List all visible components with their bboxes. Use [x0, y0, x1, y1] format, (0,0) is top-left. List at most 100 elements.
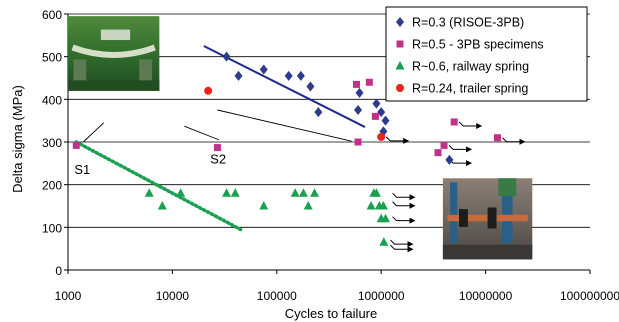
- r-0-6-railway-spring-point-10: [366, 201, 376, 210]
- legend-marker-r-0-5-3pb-specimens: [396, 40, 404, 48]
- runout-arrow: [458, 121, 477, 127]
- r-0-5-3pb-specimens-point-1: [213, 144, 221, 152]
- machine-frame-left: [450, 182, 458, 244]
- runout-arrow: [448, 145, 467, 150]
- r-0-6-railway-spring-point-1: [157, 201, 167, 210]
- y-tick-label: 0: [55, 264, 62, 278]
- runout-arrowhead: [519, 138, 526, 145]
- y-tick-label: 400: [42, 93, 62, 107]
- annotations: S1 S2: [74, 151, 226, 177]
- r-0-6-railway-spring-point-3: [222, 188, 232, 197]
- runout-arrowhead: [407, 246, 414, 253]
- r-0-5-3pb-specimens-point-6: [434, 149, 442, 157]
- r-0-6-railway-spring-point-5: [259, 201, 269, 210]
- runout-arrowhead: [409, 202, 416, 209]
- r-0-3-risoe-3pb-point-5: [306, 81, 315, 92]
- actuator: [498, 178, 517, 197]
- y-axis-title: Delta sigma (MPa): [10, 85, 25, 193]
- r-0-6-railway-spring-point-7: [298, 188, 308, 197]
- trend-lines: [74, 45, 366, 232]
- three-point-bending-photo: [68, 16, 160, 91]
- x-tick-label: 1000: [55, 289, 82, 303]
- floor: [442, 244, 533, 260]
- r-0-3-risoe-3pb-point-2: [259, 64, 268, 75]
- legend-box: [385, 6, 588, 102]
- trend-line-solid: [203, 45, 366, 128]
- legend: R=0.3 (RISOE-3PB) R=0.5 - 3PB specimens R~…: [385, 6, 588, 102]
- leader-line: [217, 109, 352, 142]
- runout-arrowhead: [409, 194, 416, 201]
- annotation-s1: S1: [74, 162, 90, 177]
- r-0-3-risoe-3pb-point-11: [381, 115, 390, 126]
- support-right: [139, 59, 153, 86]
- r-0-5-3pb-specimens-point-4: [371, 112, 379, 120]
- legend-label: R=0.3 (RISOE-3PB): [412, 16, 524, 30]
- r-0-3-risoe-3pb-point-7: [355, 87, 364, 98]
- y-tick-label: 600: [42, 8, 62, 22]
- legend-marker-r-0-3-risoe-3pb: [396, 17, 404, 27]
- clamp-left: [458, 209, 468, 227]
- runout-arrow: [392, 201, 410, 207]
- x-tick-label: 1000000: [358, 289, 405, 303]
- r-0-5-3pb-specimens-point-3: [365, 78, 373, 86]
- r-0-24-trailer-spring-point-1: [377, 132, 386, 141]
- r-0-6-railway-spring-point-6: [290, 188, 300, 197]
- r-0-6-railway-spring-point-9: [310, 188, 320, 197]
- runout-arrowhead: [407, 241, 414, 248]
- r-0-3-risoe-3pb-point-1: [234, 70, 243, 81]
- r-0-5-3pb-specimens-point-7: [440, 141, 448, 149]
- runout-arrowhead: [409, 217, 416, 224]
- r-0-3-risoe-3pb-point-10: [377, 107, 386, 118]
- photos: [68, 16, 533, 260]
- legend-label: R=0.5 - 3PB specimens: [412, 38, 544, 52]
- y-tick-label: 500: [42, 51, 62, 65]
- leader-line: [82, 122, 105, 143]
- r-0-5-3pb-specimens-point-2: [353, 80, 361, 88]
- r-0-3-risoe-3pb-point-0: [222, 51, 231, 62]
- loading-roller: [100, 29, 131, 41]
- runout-arrow: [392, 192, 410, 198]
- r-0-6-railway-spring-point-2: [176, 188, 186, 197]
- r-0-3-risoe-3pb-point-6: [314, 107, 323, 118]
- legend-label: R=0.24, trailer spring: [412, 82, 528, 96]
- machine-frame-right: [501, 182, 513, 244]
- r-0-6-railway-spring-point-0: [144, 188, 154, 197]
- clamp-right: [487, 207, 497, 229]
- support-left: [73, 59, 87, 86]
- x-axis-title: Cycles to failure: [285, 306, 377, 321]
- r-0-5-3pb-specimens-point-5: [354, 138, 362, 146]
- r-0-5-3pb-specimens-point-9: [493, 134, 501, 142]
- legend-marker-r-0-6-railway-spring: [395, 61, 405, 70]
- y-tick-label: 100: [42, 221, 62, 235]
- runout-arrow: [392, 216, 410, 222]
- legend-label: R~0.6, railway spring: [412, 60, 529, 74]
- bent-specimen: [71, 44, 156, 58]
- base-plate: [68, 80, 160, 91]
- r-0-3-risoe-3pb-point-4: [296, 70, 305, 81]
- runout-arrowhead: [466, 146, 473, 153]
- leader-line: [184, 125, 220, 141]
- x-tick-label: 10000: [156, 289, 190, 303]
- y-tick-label: 300: [42, 136, 62, 150]
- runout-arrow: [390, 244, 408, 250]
- runout-arrow: [385, 136, 404, 142]
- x-tick-label: 10000000: [459, 289, 513, 303]
- runout-arrowhead: [476, 122, 483, 129]
- r-0-5-3pb-specimens-point-0: [72, 141, 80, 149]
- runout-arrowhead: [403, 137, 410, 144]
- r-0-6-railway-spring-point-15: [378, 201, 388, 210]
- runout-arrow: [390, 239, 408, 245]
- legend-marker-r-0-24-trailer-spring: [396, 84, 404, 92]
- runout-arrows: [385, 121, 526, 253]
- r-0-3-risoe-3pb-point-13: [445, 154, 454, 165]
- trend-line-dotted: [74, 140, 243, 232]
- r-0-3-risoe-3pb-point-8: [354, 105, 363, 115]
- r-0-3-risoe-3pb-point-3: [284, 70, 293, 81]
- railway-spring-test-photo: [442, 178, 533, 260]
- r-0-24-trailer-spring-point-0: [204, 86, 213, 95]
- r-0-6-railway-spring-point-16: [381, 213, 391, 223]
- r-0-3-risoe-3pb-point-9: [372, 98, 381, 109]
- r-0-6-railway-spring-point-4: [230, 188, 240, 197]
- runout-arrowhead: [466, 160, 473, 167]
